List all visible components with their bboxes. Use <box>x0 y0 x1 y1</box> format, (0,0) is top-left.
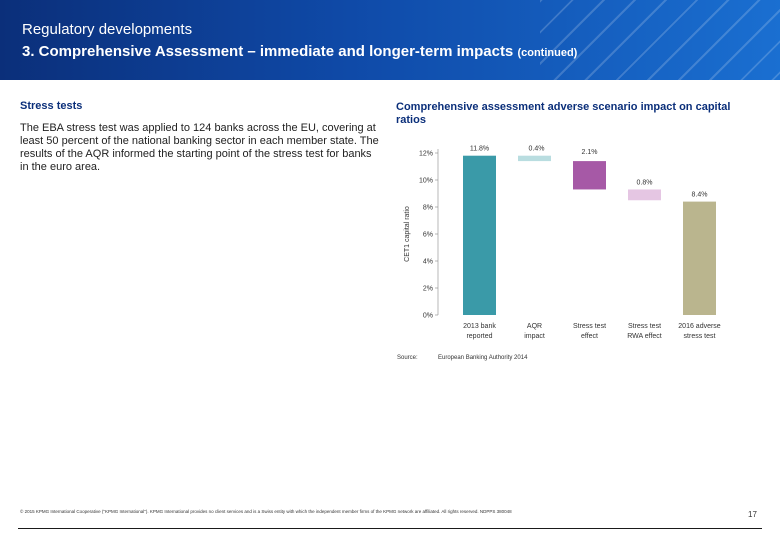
category-labels: 2013 bank reported AQR impact Stress test eff… <box>463 323 721 340</box>
copyright-text: © 2015 KPMG International Cooperative ("… <box>20 509 512 514</box>
data-label: 2.1% <box>582 149 598 156</box>
page-title-continued: (continued) <box>517 47 578 59</box>
bar <box>463 155 496 315</box>
y-tick-label: 6% <box>423 232 433 239</box>
category-label: 2016 adverse <box>678 323 721 330</box>
waterfall-chart: CET1 capital ratio 0% 2% 4% 6% 8% 10% 12% 11.8%… <box>404 146 721 340</box>
y-tick-label: 4% <box>423 259 433 266</box>
category-label: AQR <box>527 323 542 330</box>
data-label: 8.4% <box>692 192 708 199</box>
category-label: RWA effect <box>627 333 662 340</box>
category-label: effect <box>581 333 598 340</box>
page-number: 17 <box>748 510 757 519</box>
header-banner: Regulatory developments 3. Comprehensive… <box>0 0 780 80</box>
page-title-text: 3. Comprehensive Assessment – immediate … <box>22 43 514 60</box>
source-label: Source: <box>397 355 418 361</box>
section-title: Regulatory developments <box>22 21 193 38</box>
data-label: 0.8% <box>637 179 653 186</box>
category-label: reported <box>466 333 492 340</box>
y-tick-label: 12% <box>419 151 433 158</box>
bars <box>463 155 716 315</box>
data-labels: 11.8% 0.4% 2.1% 0.8% 8.4% <box>470 146 708 199</box>
y-axis-title: CET1 capital ratio <box>404 206 411 262</box>
footer-divider <box>18 528 762 529</box>
bar <box>628 189 661 201</box>
y-tick-label: 0% <box>423 313 433 320</box>
source-text: European Banking Authority 2014 <box>438 355 528 361</box>
data-label: 0.4% <box>529 146 545 153</box>
y-tick-label: 2% <box>423 286 433 293</box>
stress-tests-heading: Stress tests <box>20 100 83 112</box>
bar <box>518 155 551 162</box>
bar <box>683 201 716 315</box>
y-tick-label: 8% <box>423 205 433 212</box>
category-label: Stress test <box>573 323 606 330</box>
y-axis: CET1 capital ratio 0% 2% 4% 6% 8% 10% 12% <box>404 148 439 320</box>
chart-heading: Comprehensive assessment adverse scenari… <box>396 101 731 126</box>
header-decoration <box>540 0 780 80</box>
bar <box>573 161 606 190</box>
y-tick-label: 10% <box>419 178 433 185</box>
data-label: 11.8% <box>470 146 489 153</box>
category-label: Stress test <box>628 323 661 330</box>
page-title: 3. Comprehensive Assessment – immediate … <box>22 43 577 60</box>
stress-tests-text: The EBA stress test was applied to 124 b… <box>20 122 379 173</box>
category-label: impact <box>524 333 545 340</box>
category-label: 2013 bank <box>463 323 496 330</box>
category-label: stress test <box>684 333 716 340</box>
